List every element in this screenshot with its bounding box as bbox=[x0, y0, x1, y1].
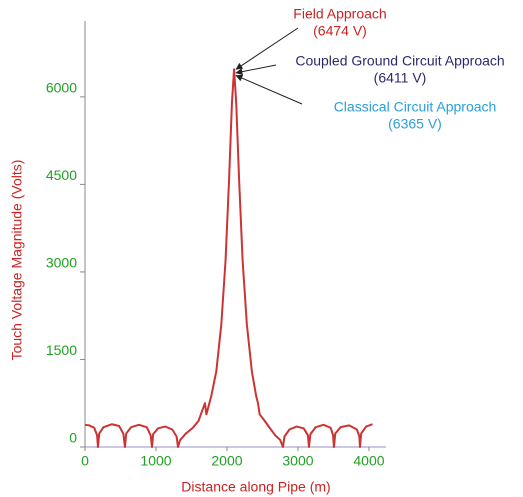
y-tick-label: 1500 bbox=[46, 342, 77, 358]
y-tick-label: 6000 bbox=[46, 80, 77, 96]
x-axis-label: Distance along Pipe (m) bbox=[181, 479, 330, 495]
x-tick-label: 0 bbox=[81, 453, 89, 469]
y-tick-label: 3000 bbox=[46, 255, 77, 271]
annotation-text: Coupled Ground Circuit Approach bbox=[295, 53, 504, 69]
annotation-arrow bbox=[235, 64, 277, 76]
annotation-value: (6411 V) bbox=[374, 70, 427, 86]
annotation-value: (6474 V) bbox=[313, 23, 367, 39]
x-tick-label: 2000 bbox=[211, 453, 242, 469]
x-tick-label: 1000 bbox=[140, 453, 171, 469]
annotation-arrow bbox=[235, 74, 303, 105]
y-axis-label: Touch Voltage Magnitude (Volts) bbox=[9, 160, 25, 361]
y-tick-label: 4500 bbox=[46, 167, 77, 183]
y-tick-label: 0 bbox=[69, 430, 77, 446]
annotation-text: Classical Circuit Approach bbox=[334, 99, 497, 115]
x-tick-label: 3000 bbox=[282, 453, 313, 469]
annotation-arrow bbox=[235, 27, 299, 70]
line-series bbox=[84, 68, 373, 448]
annotation-value: (6365 V) bbox=[388, 116, 442, 132]
annotation-text: Field Approach bbox=[293, 6, 386, 22]
x-tick-label: 4000 bbox=[353, 453, 384, 469]
